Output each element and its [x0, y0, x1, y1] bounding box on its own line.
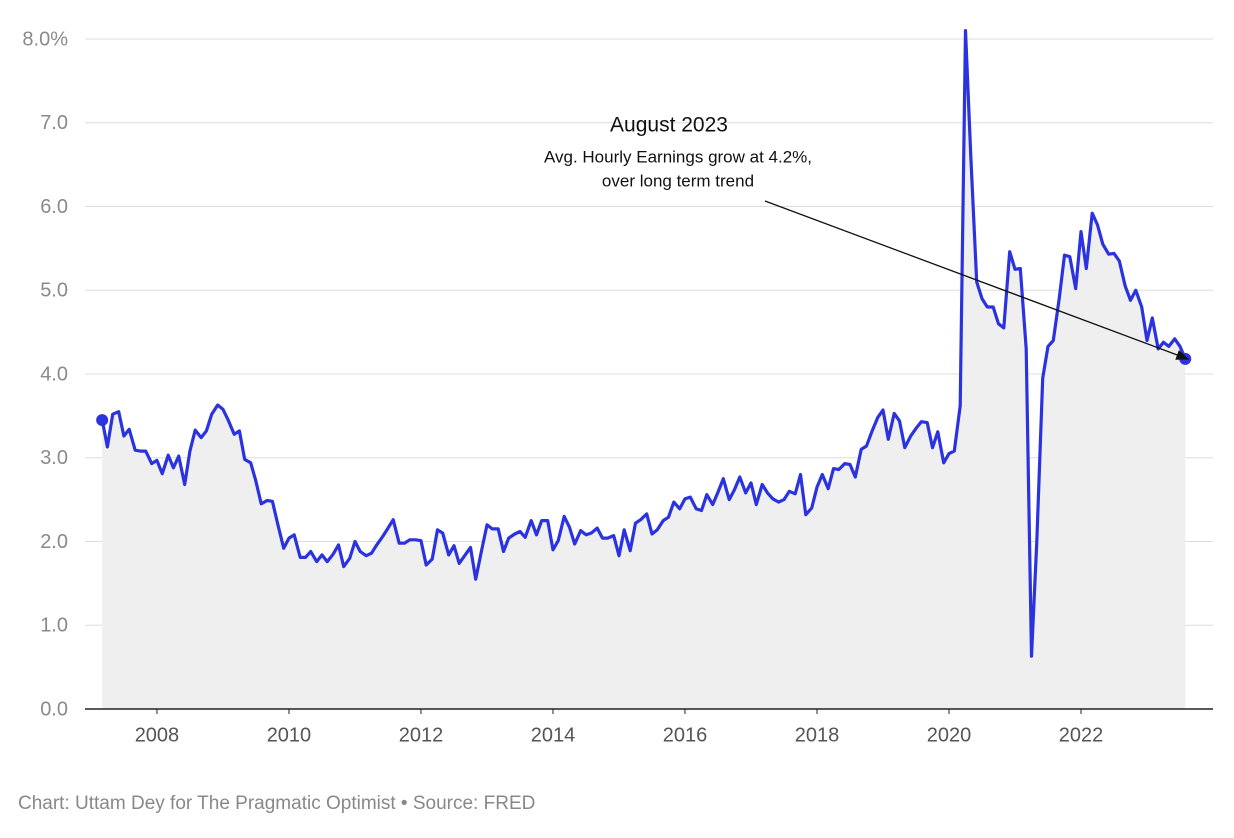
annotation-text: Avg. Hourly Earnings grow at 4.2%, [544, 147, 812, 166]
line [100, 29, 1187, 658]
y-tick-label: 3.0 [40, 447, 68, 469]
x-tick-label: 2016 [663, 724, 708, 746]
annotation-title: August 2023 [610, 114, 728, 137]
end-point [1179, 352, 1192, 365]
y-tick-label: 4.0 [40, 363, 68, 385]
x-tick-label: 2012 [399, 724, 444, 746]
source-note: Chart: Uttam Dey for The Pragmatic Optim… [18, 793, 535, 814]
y-tick-label: 8.0% [22, 28, 68, 50]
x-tick-label: 2010 [267, 724, 312, 746]
x-tick-label: 2018 [795, 724, 840, 746]
y-tick-label: 0.0 [40, 698, 68, 720]
y-tick-label: 2.0 [40, 531, 68, 553]
annotation-arrow [764, 200, 1190, 360]
y-tick-label: 7.0 [40, 112, 68, 134]
area [102, 30, 1186, 710]
x-tick-label: 2020 [927, 724, 972, 746]
y-tick-label: 5.0 [40, 280, 68, 302]
end-point [96, 414, 109, 427]
y-tick-label: 1.0 [40, 615, 68, 637]
x-tick-label: 2014 [531, 724, 576, 746]
annotation-text: over long term trend [602, 171, 754, 190]
x-tick-label: 2008 [135, 724, 180, 746]
y-tick-label: 6.0 [40, 196, 68, 218]
x-tick-label: 2022 [1059, 724, 1104, 746]
